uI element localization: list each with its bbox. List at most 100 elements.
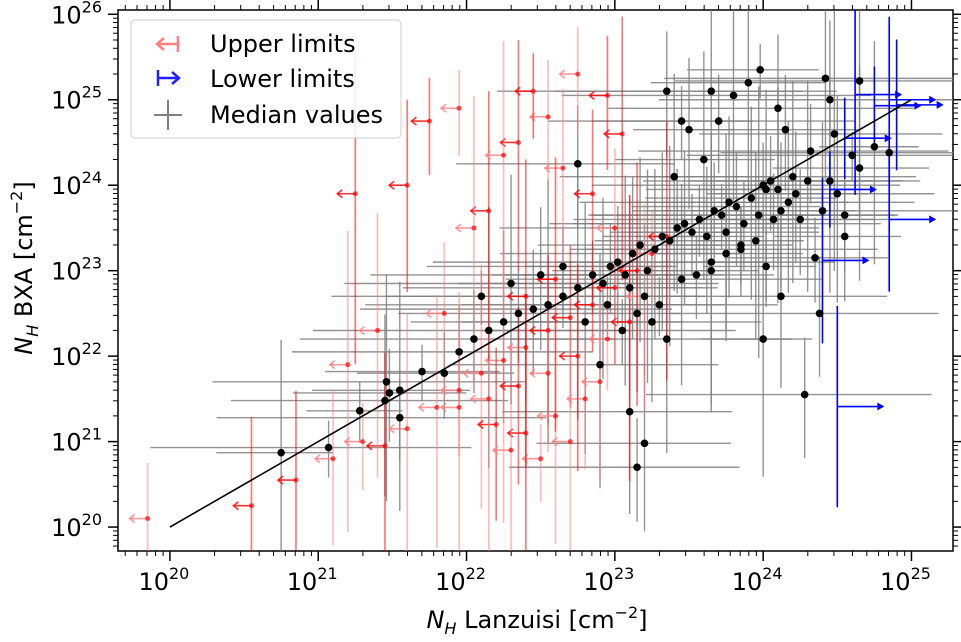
median-point [707,266,716,275]
median-point [777,292,785,301]
y-tick-label: 1023 [51,254,102,286]
right-arrow-icon [156,70,181,86]
upper-limit-arrowhead [358,325,366,336]
median-point [692,271,701,279]
upper-limit-point [590,302,596,308]
median-point [769,215,778,224]
median-point [707,87,716,95]
upper-limit-point [382,443,388,449]
upper-limit-point [545,327,551,333]
median-point [855,77,864,85]
median-point [621,271,630,279]
upper-limit-arrowhead [513,86,521,96]
median-point [418,367,426,376]
x-tick-label: 1023 [583,564,634,596]
axis-labels: NH Lanzuisi [cm−2] NH BXA [cm−2] [7,181,648,638]
upper-limit-point [604,92,610,98]
upper-limit-point [612,285,618,291]
upper-limit-point [404,426,410,432]
upper-limit-point [426,118,432,124]
upper-limit-arrowhead [328,360,336,370]
upper-limit-point [360,439,366,445]
median-point [688,228,696,237]
median-point [806,147,815,155]
median-point [722,228,730,237]
cross-icon [154,100,182,130]
legend: Upper limits Lower limits Median values [130,19,402,139]
median-point [870,142,879,151]
plot-frame [117,9,954,552]
lower-limit-arrowhead [929,215,937,224]
upper-limit-arrowhead [528,325,536,336]
lower-limit-arrowhead [914,101,922,110]
upper-limit-arrowhead [551,436,558,447]
legend-box [130,19,402,139]
median-point [603,301,612,309]
median-point [740,219,748,228]
median-point [573,160,582,168]
upper-limit-point [545,114,551,120]
lower-limit-arrowhead [862,256,870,265]
median-point [514,309,523,318]
legend-label-upper: Upper limits [210,30,356,58]
upper-limit-point [567,315,573,321]
median-point [665,236,674,245]
median-point [648,318,656,326]
upper-limit-arrowhead [588,334,595,344]
legend-label-median: Median values [210,101,383,129]
median-point [754,211,763,219]
upper-limit-point [501,357,507,363]
median-point [777,207,785,215]
median-point [818,207,827,215]
median-point [484,326,493,335]
median-point [759,181,767,190]
median-point [729,91,738,100]
median-point [821,74,830,83]
median-point [581,318,589,326]
upper-limit-arrowhead [595,223,603,233]
median-point [640,292,649,301]
median-point [700,155,708,164]
upper-limit-arrowhead [580,377,588,387]
upper-limit-arrowhead [387,424,395,434]
lower-limit-arrowhead [877,402,885,411]
median-point [662,87,671,95]
median-point [722,249,730,258]
upper-limit-point [619,131,625,137]
upper-limit-arrowhead [410,116,417,126]
x-tick-label: 1024 [732,564,783,596]
y-tick-label: 1026 [51,0,102,29]
median-point [762,262,770,271]
median-point [529,305,538,313]
median-point [677,275,686,284]
upper-limit-point [575,353,581,359]
median-point [707,258,716,266]
upper-limit-arrowhead [647,231,655,242]
upper-limit-point [456,105,462,111]
median-point [395,386,404,395]
median-point [628,249,637,258]
upper-limit-point [456,404,462,410]
axis-ticks: 1020 1021 1022 1023 1024 1025 1020 1021 1022 1023… [51,0,961,596]
median-point [751,236,760,245]
median-point [784,198,793,207]
upper-limit-arrowhead [491,445,499,455]
y-axis-label: NH BXA [cm−2] [7,181,42,354]
median-point [655,301,664,309]
lower-limit-arrowhead [884,134,892,143]
median-point [826,95,834,104]
median-point [685,125,693,134]
median-point [744,78,753,87]
median-point [830,130,839,138]
median-point [774,104,782,113]
upper-limit-point [545,370,551,376]
median-point [855,164,864,172]
median-point [796,215,805,224]
upper-limit-arrowhead [536,411,544,421]
lower-limit-arrowhead [929,95,937,104]
upper-limit-arrowhead [336,189,343,199]
median-point [848,151,856,160]
upper-limit-point [493,422,499,428]
median-point [324,443,333,452]
